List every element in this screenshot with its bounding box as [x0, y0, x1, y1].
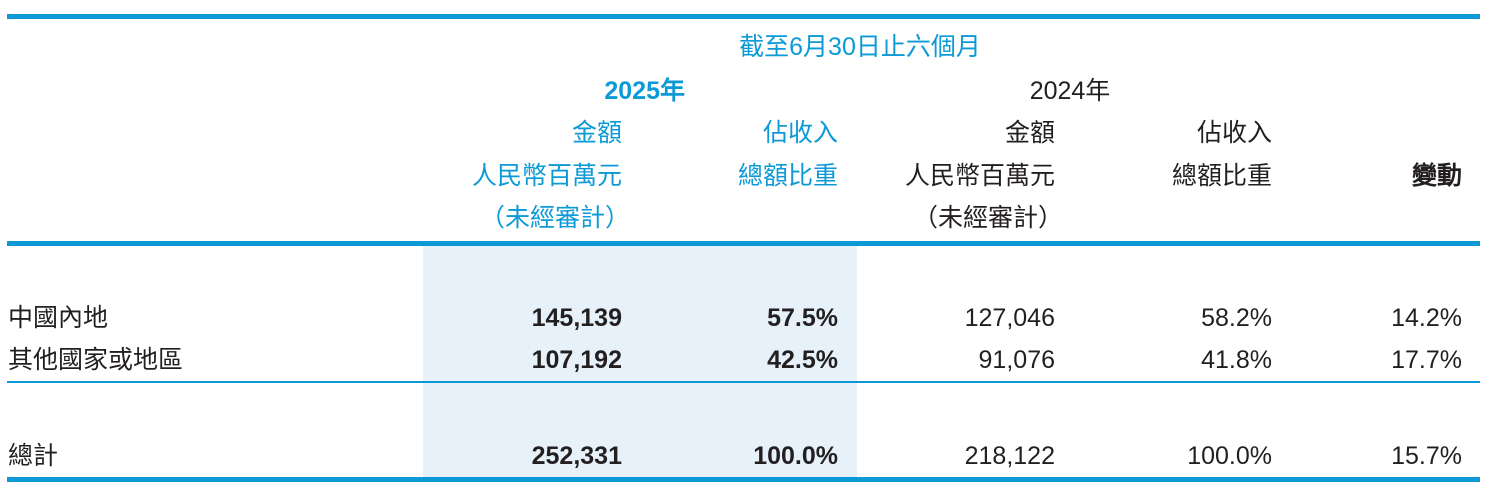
- row-label: 其他國家或地區: [8, 346, 184, 374]
- total-amount-2025: 252,331: [531, 442, 622, 470]
- top-rule: [7, 14, 1480, 19]
- year-2024-heading: 2024年: [1029, 77, 1111, 105]
- total-share-2025: 100.0%: [753, 442, 838, 470]
- amount-2024: 127,046: [964, 304, 1055, 332]
- share-2025: 57.5%: [767, 304, 838, 332]
- share-2024: 41.8%: [1201, 346, 1272, 374]
- total-share-2024: 100.0%: [1187, 442, 1272, 470]
- col-2024-amount-line3: （未經審計）: [912, 204, 1063, 232]
- period-heading: 截至6月30日止六個月: [739, 33, 981, 61]
- total-amount-2024: 218,122: [964, 442, 1055, 470]
- col-2024-amount-line1: 金額: [1004, 119, 1055, 147]
- col-2024-share-line2: 總額比重: [1171, 162, 1272, 190]
- col-2025-share-line2: 總額比重: [737, 162, 838, 190]
- col-2025-amount-line3: （未經審計）: [479, 204, 630, 232]
- subtotal-rule: [7, 381, 1480, 383]
- amount-2025: 107,192: [531, 346, 622, 374]
- col-2025-share-line1: 佔收入: [762, 119, 838, 147]
- change: 14.2%: [1391, 304, 1462, 332]
- total-change: 15.7%: [1391, 442, 1462, 470]
- share-2024: 58.2%: [1201, 304, 1272, 332]
- row-label: 中國內地: [8, 304, 109, 332]
- col-2025-amount-line2: 人民幣百萬元: [471, 162, 622, 190]
- change: 17.7%: [1391, 346, 1462, 374]
- col-2025-amount-line1: 金額: [571, 119, 622, 147]
- header-bottom-rule: [7, 241, 1480, 246]
- total-label: 總計: [8, 442, 59, 470]
- col-2024-share-line1: 佔收入: [1196, 119, 1272, 147]
- share-2025: 42.5%: [767, 346, 838, 374]
- year-2025-heading: 2025年: [604, 77, 685, 105]
- highlight-column-2025: [423, 246, 857, 478]
- col-2024-amount-line2: 人民幣百萬元: [904, 162, 1055, 190]
- bottom-rule: [7, 477, 1480, 482]
- amount-2024: 91,076: [978, 346, 1055, 374]
- amount-2025: 145,139: [531, 304, 622, 332]
- col-change-heading: 變動: [1411, 162, 1462, 190]
